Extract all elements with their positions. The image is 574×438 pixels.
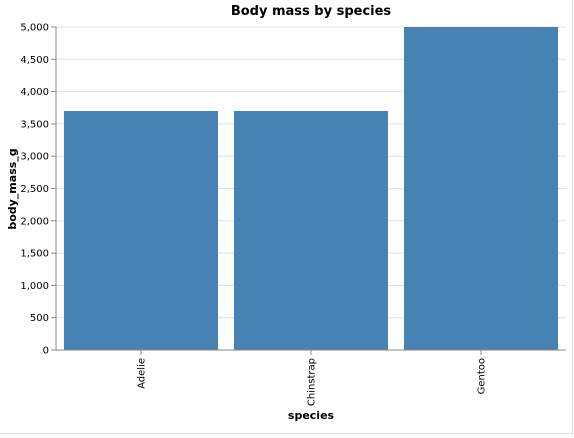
y-tick-label: 3,000 bbox=[20, 152, 49, 163]
chart-title: Body mass by species bbox=[231, 4, 392, 19]
x-axis-title: species bbox=[288, 409, 335, 422]
y-tick-label: 1,000 bbox=[20, 281, 49, 292]
y-tick-label: 500 bbox=[30, 313, 49, 324]
x-tick-label: Chinstrap bbox=[307, 358, 318, 406]
x-tick-label: Gentoo bbox=[477, 358, 488, 394]
y-tick-label: 1,500 bbox=[20, 249, 49, 260]
y-tick-label: 5,000 bbox=[20, 23, 49, 34]
x-tick-label: Adelie bbox=[137, 358, 148, 389]
y-tick-label: 0 bbox=[43, 346, 49, 357]
y-tick-label: 3,500 bbox=[20, 119, 49, 130]
y-tick-label: 2,500 bbox=[20, 184, 49, 195]
y-axis-title: body_mass_g bbox=[6, 148, 19, 229]
x-axis: Adelie Chinstrap Gentoo bbox=[56, 349, 566, 406]
bar-adelie bbox=[64, 110, 218, 350]
bars bbox=[64, 27, 558, 350]
y-tick-label: 4,500 bbox=[20, 55, 49, 66]
y-tick-label: 4,000 bbox=[20, 87, 49, 98]
bar-chinstrap bbox=[234, 110, 388, 350]
bar-gentoo bbox=[404, 27, 558, 350]
y-tick-label: 2,000 bbox=[20, 216, 49, 227]
y-axis: 0 500 1,000 1,500 2,000 2,500 3,000 3,500 4,000 4… bbox=[20, 23, 57, 357]
